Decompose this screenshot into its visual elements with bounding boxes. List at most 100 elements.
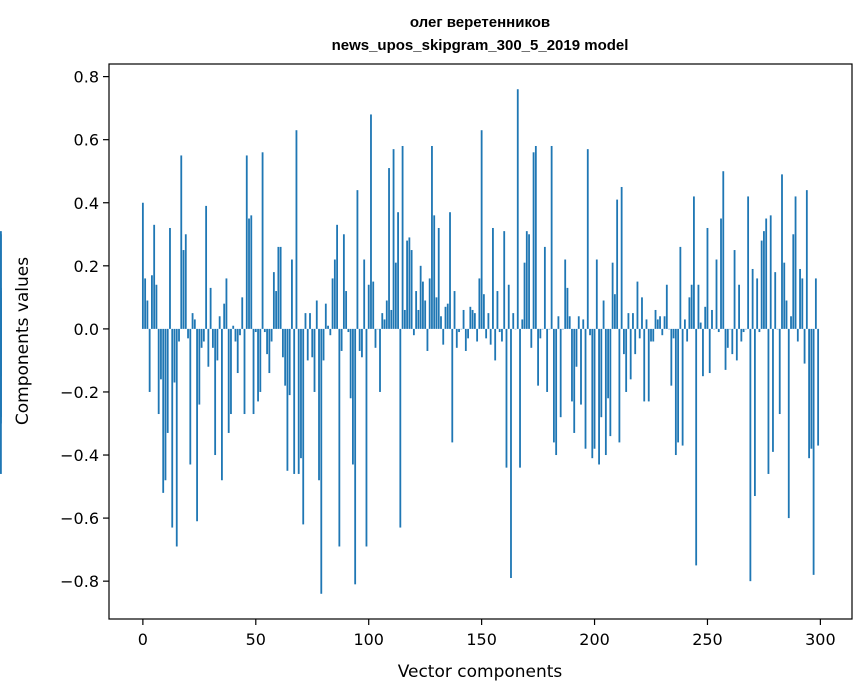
bar [284, 328, 287, 386]
bar [778, 328, 781, 415]
bar [672, 328, 675, 339]
bar [306, 328, 309, 361]
bar [412, 328, 415, 336]
bar [241, 297, 244, 329]
bar [600, 328, 603, 418]
bar [482, 294, 485, 329]
bar [0, 328, 2, 474]
chart-title: олег веретенников [410, 14, 550, 31]
bar [315, 300, 318, 329]
bar [595, 259, 598, 329]
bar [787, 328, 790, 519]
bar [277, 246, 280, 329]
bar [537, 328, 539, 386]
bar [632, 313, 634, 329]
bar [580, 328, 582, 405]
bar [586, 149, 589, 329]
bar [616, 199, 619, 329]
bar [381, 313, 384, 329]
bar [665, 284, 668, 329]
x-tick-label: 100 [353, 630, 384, 649]
bar [731, 328, 734, 355]
bar [593, 328, 596, 449]
bar [250, 215, 253, 329]
bar [634, 328, 637, 355]
bar [796, 328, 799, 342]
bar [363, 259, 366, 329]
bar [690, 284, 693, 329]
bar [458, 328, 460, 333]
bar [726, 328, 729, 348]
bar [790, 316, 792, 329]
bar [352, 328, 354, 465]
bar [379, 328, 381, 392]
x-tick-label: 200 [579, 630, 610, 649]
bar [345, 291, 348, 329]
bar [279, 246, 282, 329]
bar [471, 309, 474, 329]
y-tick-label: 0.0 [74, 320, 99, 339]
bar [419, 265, 422, 329]
bar [760, 240, 763, 329]
bar [390, 309, 393, 329]
bar [153, 224, 156, 329]
bar [749, 328, 752, 582]
bar [629, 328, 632, 380]
bar [532, 152, 535, 329]
bar [656, 319, 659, 329]
bar [0, 328, 2, 377]
bar [392, 149, 395, 329]
bar [652, 328, 655, 342]
bar [182, 250, 185, 329]
bar [530, 328, 533, 348]
bar [623, 328, 625, 355]
bar [663, 316, 666, 329]
x-tick-label: 0 [138, 630, 148, 649]
bar [552, 328, 555, 443]
bar [645, 319, 648, 329]
bar [733, 250, 736, 329]
bar [805, 190, 808, 329]
bar [300, 328, 302, 459]
bar [236, 328, 239, 374]
bar [817, 328, 820, 446]
bar [234, 328, 237, 342]
bar [772, 328, 774, 452]
bar [189, 328, 192, 465]
bar [431, 145, 433, 329]
bar [618, 328, 621, 443]
bar [424, 300, 427, 329]
bar [765, 218, 768, 329]
bar [604, 328, 607, 456]
bar [198, 328, 201, 405]
bar [674, 328, 677, 456]
bar [370, 114, 372, 329]
bar [261, 152, 264, 329]
bar [281, 328, 284, 358]
bar [270, 328, 273, 342]
bar [141, 202, 144, 329]
y-tick-label: 0.2 [74, 257, 99, 276]
bar [340, 328, 343, 351]
bar [453, 291, 456, 329]
bar [679, 246, 682, 329]
y-tick-label: 0.6 [74, 131, 99, 150]
bar [440, 316, 442, 329]
bar [546, 328, 549, 392]
bar [268, 328, 271, 374]
bar [647, 328, 650, 402]
bar [354, 328, 357, 585]
bar [155, 284, 158, 329]
bar [735, 328, 738, 361]
bar [207, 328, 210, 367]
bar [498, 328, 501, 333]
x-axis: 0 50 100 150 200 250 300 [138, 619, 836, 649]
bar [383, 319, 386, 329]
bar [144, 278, 147, 329]
bar [372, 281, 375, 329]
bar [232, 325, 235, 329]
y-tick-label: 0.8 [74, 68, 99, 87]
bar [523, 262, 526, 329]
bar [243, 328, 246, 415]
